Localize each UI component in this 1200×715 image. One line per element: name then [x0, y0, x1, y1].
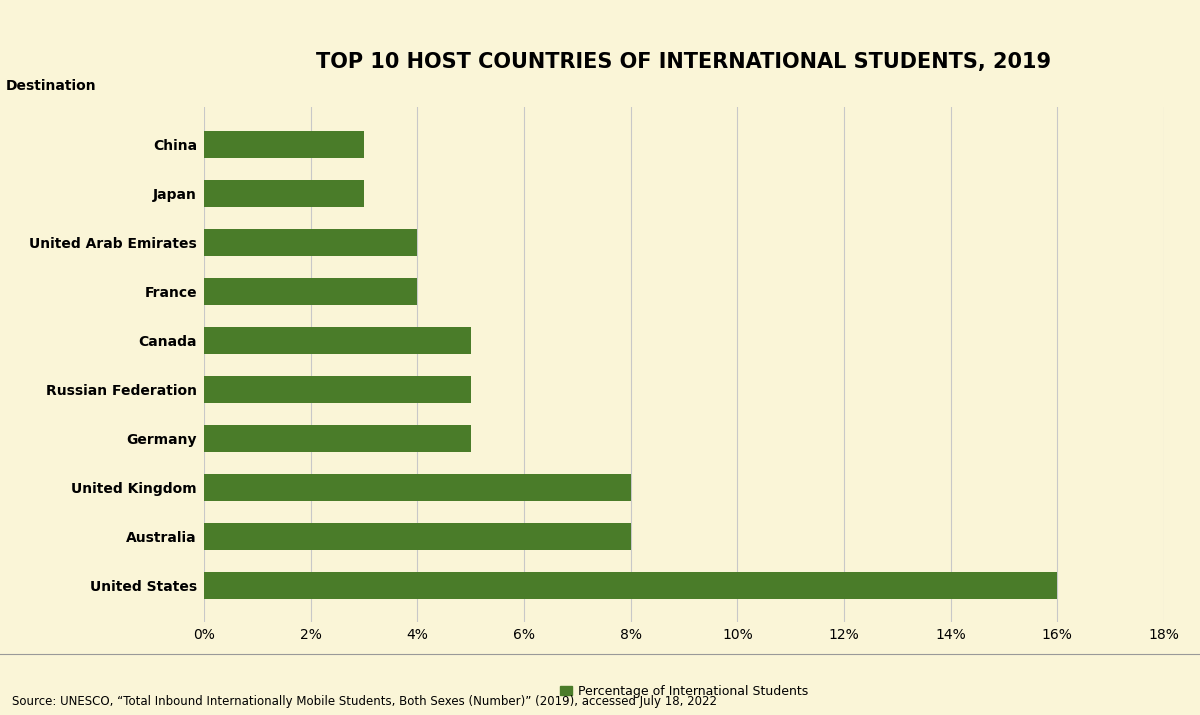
Bar [204, 229, 418, 256]
Bar [204, 277, 418, 305]
Bar [204, 375, 470, 403]
Text: Source: UNESCO, “Total Inbound Internationally Mobile Students, Both Sexes (Numb: Source: UNESCO, “Total Inbound Internati… [12, 695, 718, 708]
Legend: Percentage of International Students: Percentage of International Students [554, 680, 814, 703]
Bar [204, 473, 631, 500]
Bar [204, 179, 364, 207]
Title: TOP 10 HOST COUNTRIES OF INTERNATIONAL STUDENTS, 2019: TOP 10 HOST COUNTRIES OF INTERNATIONAL S… [317, 52, 1051, 72]
Bar [204, 131, 364, 157]
Bar [204, 425, 470, 452]
Bar [204, 523, 631, 550]
Bar [204, 327, 470, 354]
Text: Destination: Destination [6, 79, 97, 93]
Bar [204, 572, 1057, 598]
